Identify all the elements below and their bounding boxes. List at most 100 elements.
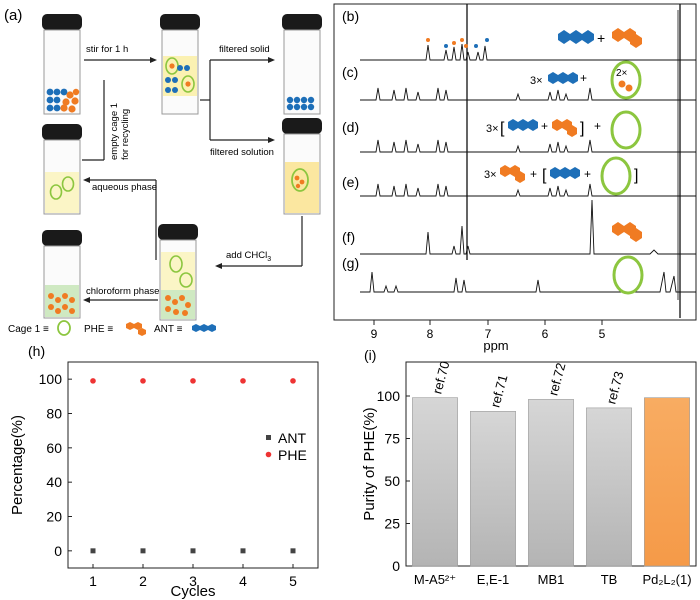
vial-solid-ant [282, 14, 322, 115]
legend-ant-label: ANT ≡ [154, 324, 183, 335]
point-phe [290, 378, 296, 384]
svg-text:+: + [541, 119, 548, 133]
panel-a: (a) stir for 1 h [4, 7, 322, 336]
ppm-tick-label: 7 [485, 327, 492, 341]
vial-chloroform [42, 230, 82, 319]
point-ant [90, 548, 96, 554]
x-tick-label: 3 [189, 573, 197, 589]
panel-b-label: (b) [342, 8, 359, 24]
svg-text:[: [ [500, 120, 505, 137]
svg-text:+: + [580, 71, 587, 85]
add-chcl3-label: add CHCl3 [226, 250, 271, 263]
vial-stirred [160, 14, 200, 115]
complex-3x-icon: 3× + [ + ] [484, 156, 638, 196]
panel-a-label: (a) [4, 7, 22, 24]
vial-mixture [42, 14, 82, 115]
svg-text:3×: 3× [486, 123, 499, 135]
y-tick-label: 100 [39, 371, 63, 387]
vial-solution [282, 118, 322, 215]
y-tick-label: 25 [384, 516, 400, 532]
point-ant [240, 548, 246, 554]
panel-e-label: (e) [342, 174, 359, 190]
panel-g-label: (g) [342, 255, 359, 271]
panel-c-label: (c) [342, 64, 358, 80]
vial-biphasic [158, 224, 198, 321]
panel-h: (h) 0 20 40 60 80 100 1 2 3 4 5 Cycles Percentage(%)… [9, 343, 319, 600]
point-ant [140, 548, 146, 554]
complex-1x-icon: 3× [ + ] + [486, 110, 642, 150]
ppm-label: ppm [483, 338, 508, 353]
recycle-label: empty cage 1 for recycling [109, 100, 131, 160]
y-axis-label: Percentage(%) [9, 415, 26, 515]
ppm-tick-label: 6 [542, 327, 549, 341]
phe-reference-icon [612, 222, 642, 242]
y-tick-label: 50 [384, 473, 400, 489]
bar-category-label: M-A5²⁺ [414, 572, 456, 587]
spectrum-c [360, 87, 696, 101]
point-phe [140, 378, 146, 384]
panel-i: (i) 0 25 50 75 100 Purity of PHE(%) M-A5²⁺ ref.… [361, 347, 697, 587]
ppm-tick-label: 8 [427, 327, 434, 341]
panel-i-label: (i) [364, 347, 376, 363]
ant-icon [192, 324, 216, 332]
spectrum-d [360, 139, 696, 153]
bar-category-label: E,E-1 [477, 572, 510, 587]
svg-text:]: ] [634, 167, 638, 184]
bar-category-label: MB1 [538, 572, 565, 587]
bar-ref-label: ref.71 [487, 373, 510, 409]
point-phe [90, 378, 96, 384]
legend-label: PHE [278, 447, 307, 463]
spectrum-b [360, 43, 696, 61]
point-phe [190, 378, 196, 384]
workflow-legend: Cage 1 ≡ PHE ≡ ANT ≡ [8, 320, 216, 336]
ant-plus-phe-icon: + [558, 28, 642, 48]
ppm-tick-label: 5 [599, 327, 606, 341]
bar [586, 407, 632, 567]
bar-ref-label: ref.72 [545, 361, 568, 397]
cage-icon [57, 320, 71, 336]
ppm-tick-label: 9 [371, 327, 378, 341]
y-tick-label: 60 [46, 440, 62, 456]
purity-chart: 0 25 50 75 100 Purity of PHE(%) M-A5²⁺ ref.70 E,… [361, 359, 697, 587]
svg-text:+: + [594, 119, 601, 133]
y-tick-label: 75 [384, 431, 400, 447]
point-ant [190, 548, 196, 554]
nmr-panel: (b) (c) (d) (e) (f) (g) + 3× [333, 3, 697, 353]
aqueous-label: aqueous phase [92, 182, 157, 193]
phe-icon [126, 322, 146, 336]
legend-marker [265, 451, 272, 458]
y-tick-label: 0 [392, 558, 400, 574]
bar [412, 397, 458, 567]
y-tick-label: 100 [377, 388, 401, 404]
plot-frame [67, 361, 319, 569]
filtered-solid-label: filtered solid [219, 44, 270, 55]
legend-cage-label: Cage 1 ≡ [8, 324, 49, 335]
svg-text:+: + [584, 167, 591, 181]
svg-text:+: + [597, 30, 605, 46]
spectrum-e [360, 183, 696, 197]
bar-category-label: TB [601, 572, 618, 587]
y-tick-label: 0 [54, 543, 62, 559]
svg-text:+: + [530, 167, 537, 181]
spectrum-f [360, 199, 696, 255]
legend-label: ANT [278, 430, 306, 446]
phe-pile-icon [60, 88, 80, 113]
svg-text:]: ] [580, 120, 584, 137]
y-tick-label: 80 [46, 406, 62, 422]
recycle-chart: 0 20 40 60 80 100 1 2 3 4 5 Cycles Percentage(%) ANTP… [9, 361, 319, 600]
point-ant [290, 548, 296, 554]
x-tick-label: 4 [239, 573, 247, 589]
bar [644, 397, 690, 567]
x-axis-label: Cycles [170, 583, 215, 600]
legend-marker [266, 435, 271, 440]
stir-label: stir for 1 h [86, 44, 128, 55]
panel-d-label: (d) [342, 119, 359, 135]
panel-f-label: (f) [342, 229, 355, 245]
x-tick-label: 2 [139, 573, 147, 589]
bar-category-label: Pd₂L₂(1) [642, 572, 691, 587]
svg-text:3×: 3× [484, 169, 497, 181]
bar [470, 410, 516, 567]
bar-ref-label: ref.70 [429, 359, 452, 395]
bar [528, 399, 574, 567]
